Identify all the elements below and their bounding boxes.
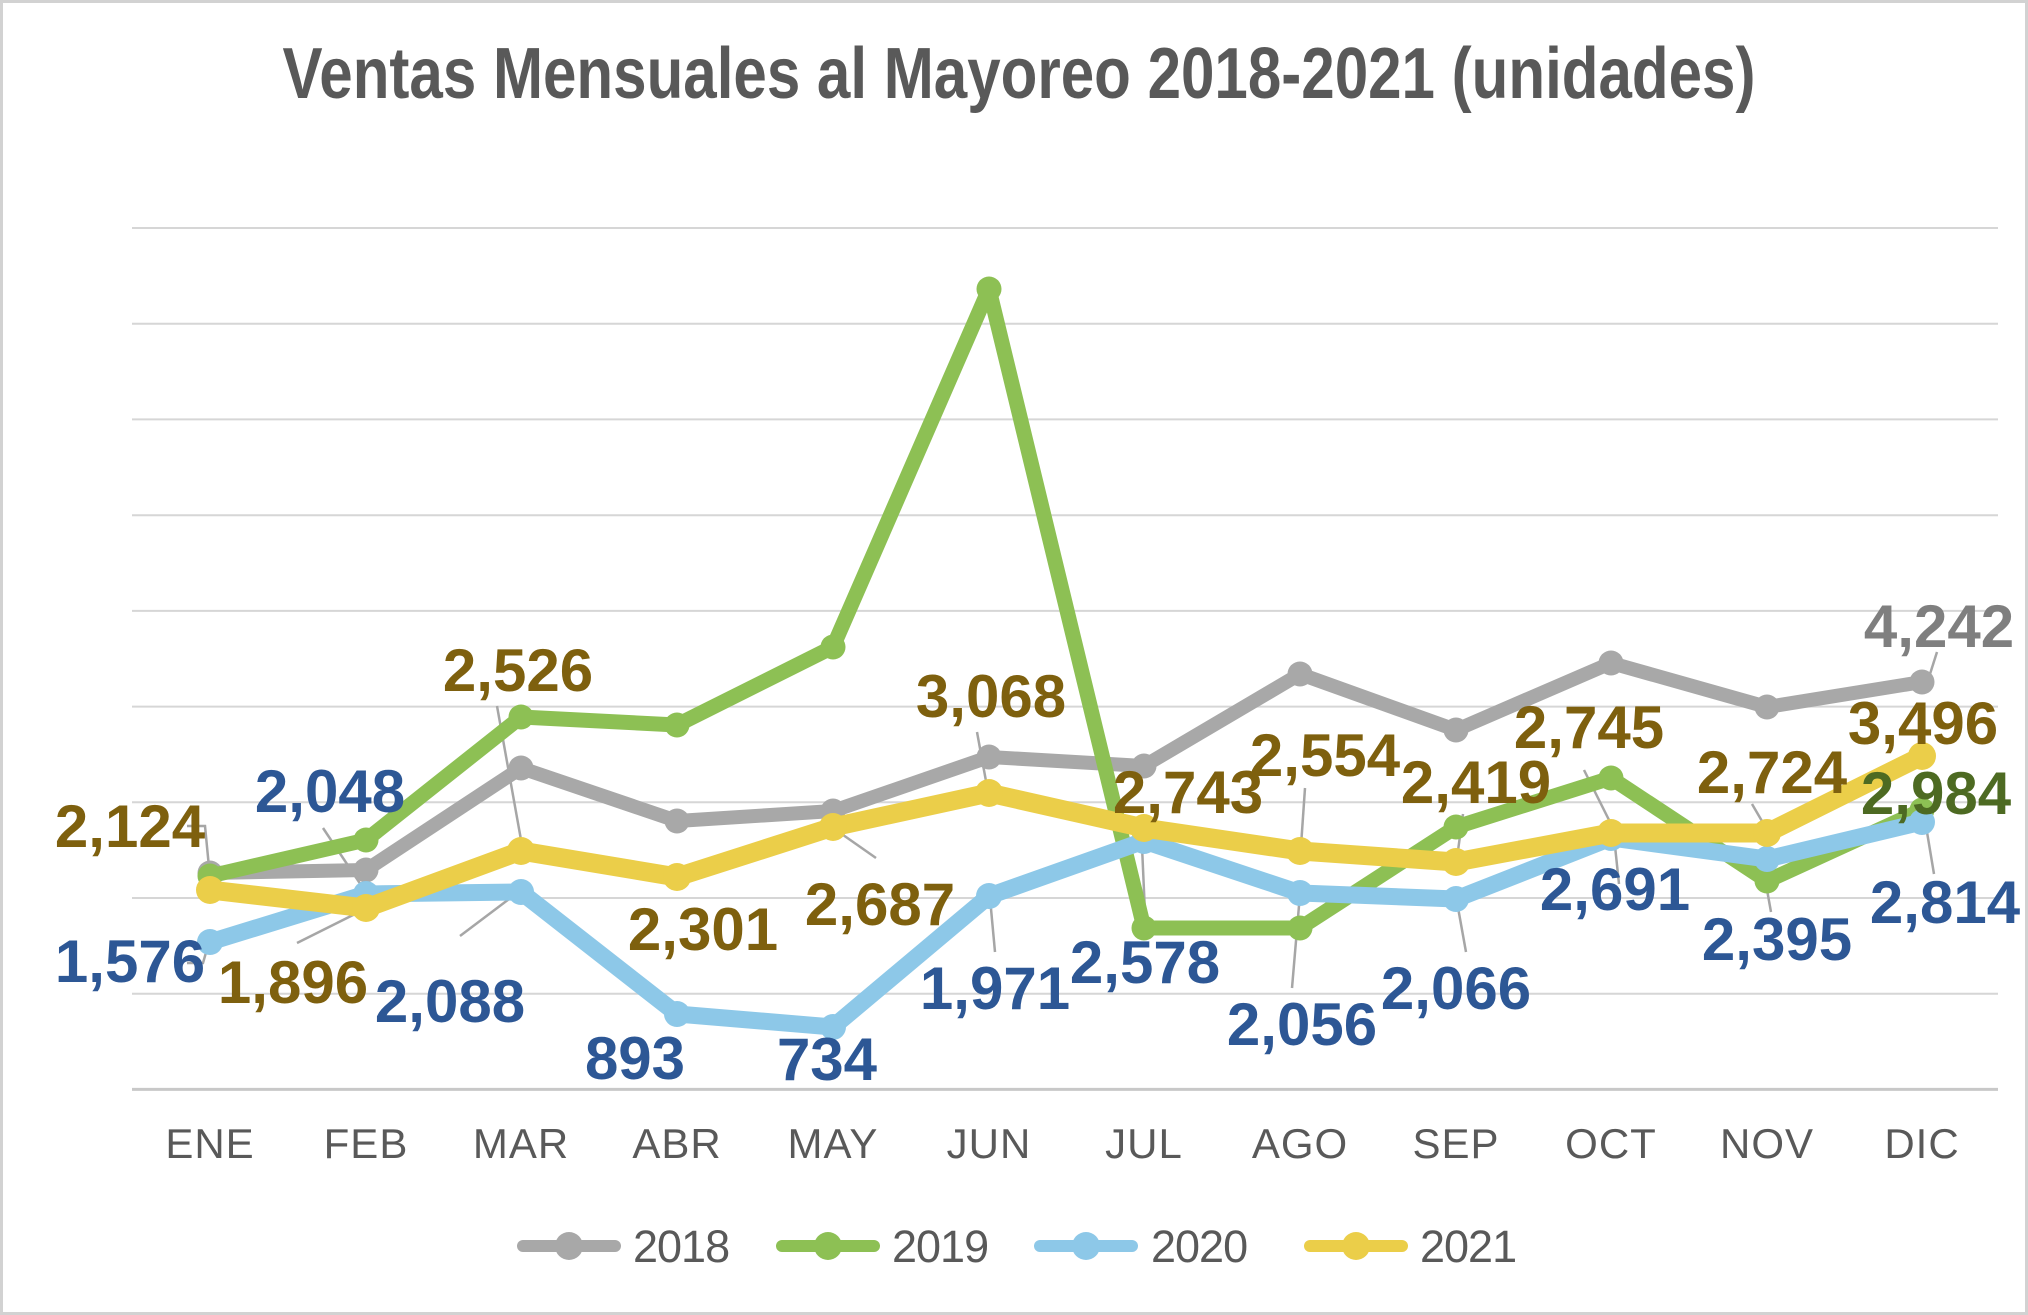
svg-text:2,419: 2,419 <box>1401 749 1551 816</box>
svg-text:Ventas Mensuales al Mayoreo 20: Ventas Mensuales al Mayoreo 2018-2021 (u… <box>283 34 1756 114</box>
svg-text:OCT: OCT <box>1565 1120 1657 1167</box>
svg-text:AGO: AGO <box>1252 1120 1348 1167</box>
svg-text:2,395: 2,395 <box>1702 906 1852 973</box>
svg-text:3,496: 3,496 <box>1848 690 1998 757</box>
svg-text:DIC: DIC <box>1884 1120 1959 1167</box>
svg-text:2,691: 2,691 <box>1540 856 1690 923</box>
svg-text:SEP: SEP <box>1412 1120 1499 1167</box>
svg-text:ABR: ABR <box>632 1120 721 1167</box>
svg-text:2018: 2018 <box>633 1221 729 1272</box>
svg-text:2,814: 2,814 <box>1870 869 2021 936</box>
svg-text:2,088: 2,088 <box>375 968 525 1035</box>
svg-text:NOV: NOV <box>1720 1120 1814 1167</box>
svg-text:1,971: 1,971 <box>920 955 1070 1022</box>
svg-text:MAY: MAY <box>788 1120 879 1167</box>
svg-text:1,896: 1,896 <box>218 949 368 1016</box>
svg-text:734: 734 <box>777 1026 878 1093</box>
svg-text:2,578: 2,578 <box>1070 929 1220 996</box>
svg-text:2020: 2020 <box>1151 1221 1247 1272</box>
svg-text:2,984: 2,984 <box>1861 760 2012 827</box>
svg-text:JUN: JUN <box>947 1120 1032 1167</box>
svg-text:4,242: 4,242 <box>1864 593 2014 660</box>
svg-text:2,724: 2,724 <box>1697 739 1848 806</box>
svg-text:893: 893 <box>585 1025 685 1092</box>
svg-text:2,056: 2,056 <box>1227 991 1377 1058</box>
svg-text:2021: 2021 <box>1420 1221 1516 1272</box>
svg-text:ENE: ENE <box>165 1120 254 1167</box>
svg-text:MAR: MAR <box>473 1120 569 1167</box>
svg-text:2,687: 2,687 <box>805 871 955 938</box>
svg-text:FEB: FEB <box>324 1120 409 1167</box>
svg-text:3,068: 3,068 <box>916 663 1066 730</box>
svg-text:2,124: 2,124 <box>55 793 206 860</box>
svg-text:2,048: 2,048 <box>255 758 405 825</box>
svg-text:JUL: JUL <box>1105 1120 1183 1167</box>
svg-text:2,526: 2,526 <box>443 637 593 704</box>
svg-text:2,554: 2,554 <box>1250 722 1401 789</box>
svg-text:2,743: 2,743 <box>1113 759 1263 826</box>
svg-text:1,576: 1,576 <box>55 928 205 995</box>
svg-text:2,066: 2,066 <box>1381 955 1531 1022</box>
svg-text:2,745: 2,745 <box>1514 694 1664 761</box>
svg-text:2,301: 2,301 <box>628 896 778 963</box>
svg-text:2019: 2019 <box>892 1221 988 1272</box>
